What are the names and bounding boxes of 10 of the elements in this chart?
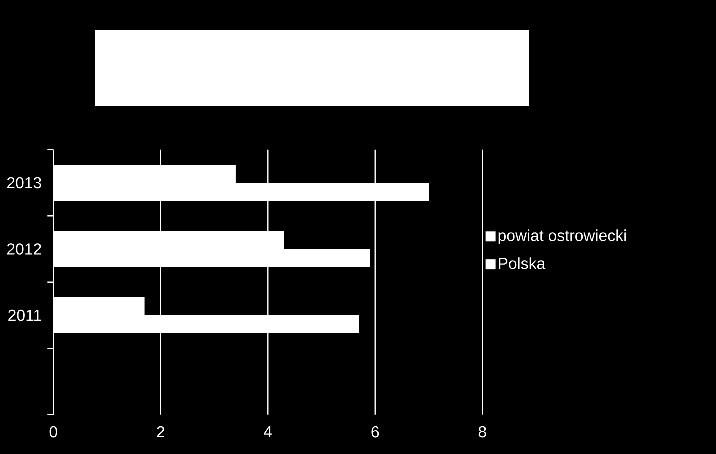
x-tick-label: 6: [372, 426, 380, 438]
x-tick-label: 8: [478, 426, 486, 438]
y-tick-label: 2013: [7, 177, 42, 189]
y-tick-label: 2011: [8, 310, 42, 322]
y-tick-label: 2012: [7, 244, 42, 255]
x-tick-label: 4: [264, 426, 272, 438]
legend-label: powiat ostrowiecki: [498, 230, 626, 245]
legend-label: Polska: [499, 258, 546, 270]
x-tick-label: 0: [50, 426, 58, 438]
x-tick-label: 2: [157, 426, 165, 438]
